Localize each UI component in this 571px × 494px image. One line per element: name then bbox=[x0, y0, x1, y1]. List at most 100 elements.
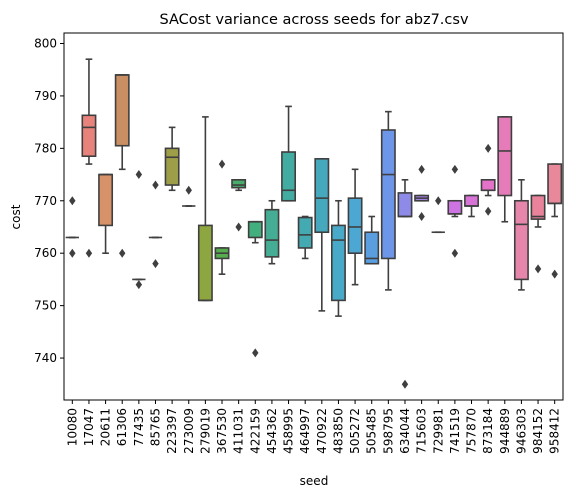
box-273009 bbox=[182, 185, 196, 207]
box-944889 bbox=[497, 116, 513, 223]
outlier-point bbox=[418, 212, 425, 221]
box-411031 bbox=[231, 179, 247, 232]
y-axis: 740 750 760 770 780 790 800 bbox=[34, 36, 64, 365]
box-61306 bbox=[114, 74, 130, 258]
x-tick-label: 958412 bbox=[548, 408, 562, 454]
outlier-point bbox=[69, 196, 76, 206]
box-729981 bbox=[431, 196, 445, 234]
x-tick-label: 10080 bbox=[65, 408, 79, 446]
box-body bbox=[447, 199, 463, 215]
y-tick-label: 750 bbox=[34, 299, 57, 313]
x-tick-label: 873184 bbox=[481, 408, 495, 454]
box-598795 bbox=[380, 110, 396, 291]
box-946303 bbox=[513, 179, 529, 291]
box-470922 bbox=[314, 158, 330, 312]
box-body bbox=[247, 220, 263, 239]
box-223397 bbox=[164, 126, 180, 192]
box-505485 bbox=[364, 215, 380, 265]
outlier-point bbox=[451, 248, 459, 258]
box-715603 bbox=[414, 164, 430, 221]
x-tick-label: 715603 bbox=[415, 408, 429, 454]
x-tick-label: 77435 bbox=[132, 408, 146, 446]
box-body bbox=[330, 224, 346, 302]
box-body bbox=[314, 158, 330, 234]
outlier-point bbox=[252, 348, 259, 358]
x-tick-label: 464997 bbox=[298, 408, 312, 454]
box-505272 bbox=[347, 168, 363, 286]
box-body bbox=[281, 151, 297, 202]
box-body bbox=[530, 194, 546, 220]
x-tick-label: 273009 bbox=[182, 408, 196, 454]
box-757870 bbox=[464, 194, 479, 218]
x-tick-label: 729981 bbox=[431, 408, 445, 454]
box-958412 bbox=[547, 163, 563, 279]
outlier-point bbox=[152, 180, 159, 190]
box-body bbox=[464, 194, 479, 207]
box-body bbox=[397, 192, 413, 218]
x-tick-label: 422159 bbox=[248, 408, 262, 454]
x-tick-label: 454362 bbox=[265, 408, 279, 454]
outlier-point bbox=[69, 248, 76, 258]
x-tick-label: 634044 bbox=[398, 408, 412, 454]
x-tick-label: 505485 bbox=[365, 408, 379, 454]
box-body bbox=[81, 114, 97, 158]
y-axis-label: cost bbox=[9, 204, 23, 229]
box-367530 bbox=[214, 159, 230, 275]
outlier-point bbox=[484, 143, 492, 153]
x-tick-label: 223397 bbox=[165, 408, 179, 454]
box-464997 bbox=[297, 215, 313, 260]
box-body bbox=[364, 231, 380, 265]
outlier-point bbox=[484, 206, 492, 216]
box-483850 bbox=[330, 199, 346, 317]
box-984152 bbox=[530, 194, 546, 274]
x-tick-label: 17047 bbox=[82, 408, 96, 446]
x-tick-label: 598795 bbox=[381, 408, 395, 454]
outlier-point bbox=[551, 269, 558, 279]
box-20611 bbox=[98, 173, 114, 254]
outlier-point bbox=[85, 248, 93, 258]
x-tick-label: 85765 bbox=[148, 408, 162, 446]
y-tick-label: 800 bbox=[34, 36, 57, 50]
box-body bbox=[197, 224, 213, 302]
box-body bbox=[231, 179, 247, 189]
x-tick-label: 984152 bbox=[531, 408, 545, 454]
x-tick-label: 367530 bbox=[215, 408, 229, 454]
box-body bbox=[497, 116, 513, 197]
y-tick-label: 760 bbox=[34, 246, 57, 260]
x-axis-label: seed bbox=[300, 474, 329, 488]
box-741519 bbox=[447, 164, 463, 258]
outlier-point bbox=[401, 379, 409, 389]
x-tick-label: 20611 bbox=[99, 408, 113, 446]
outlier-point bbox=[135, 170, 143, 180]
x-tick-label: 61306 bbox=[115, 408, 129, 446]
x-tick-label: 483850 bbox=[331, 408, 345, 454]
box-77435 bbox=[132, 170, 146, 290]
box-body bbox=[480, 179, 496, 192]
box-17047 bbox=[81, 58, 97, 258]
outlier-point bbox=[451, 164, 459, 174]
y-tick-label: 790 bbox=[34, 89, 57, 103]
box-279019 bbox=[197, 116, 213, 302]
outlier-point bbox=[418, 164, 425, 174]
boxes-layer bbox=[65, 58, 563, 389]
x-tick-label: 458995 bbox=[282, 408, 296, 454]
box-85765 bbox=[148, 180, 163, 269]
outlier-point bbox=[235, 222, 242, 232]
outlier-point bbox=[135, 280, 143, 290]
box-body bbox=[380, 129, 396, 260]
outlier-point bbox=[152, 259, 159, 269]
box-body bbox=[297, 216, 313, 249]
x-tick-label: 757870 bbox=[465, 408, 479, 454]
box-body bbox=[114, 74, 130, 147]
box-body bbox=[164, 147, 180, 186]
x-tick-label: 279019 bbox=[198, 408, 212, 454]
x-tick-label: 411031 bbox=[232, 408, 246, 454]
box-body bbox=[513, 199, 529, 281]
x-tick-label: 470922 bbox=[315, 408, 329, 454]
box-422159 bbox=[247, 220, 263, 358]
chart-title: SACost variance across seeds for abz7.cs… bbox=[159, 12, 468, 28]
y-tick-label: 780 bbox=[34, 141, 57, 155]
plot-frame bbox=[63, 32, 564, 401]
y-tick-label: 740 bbox=[34, 351, 57, 365]
